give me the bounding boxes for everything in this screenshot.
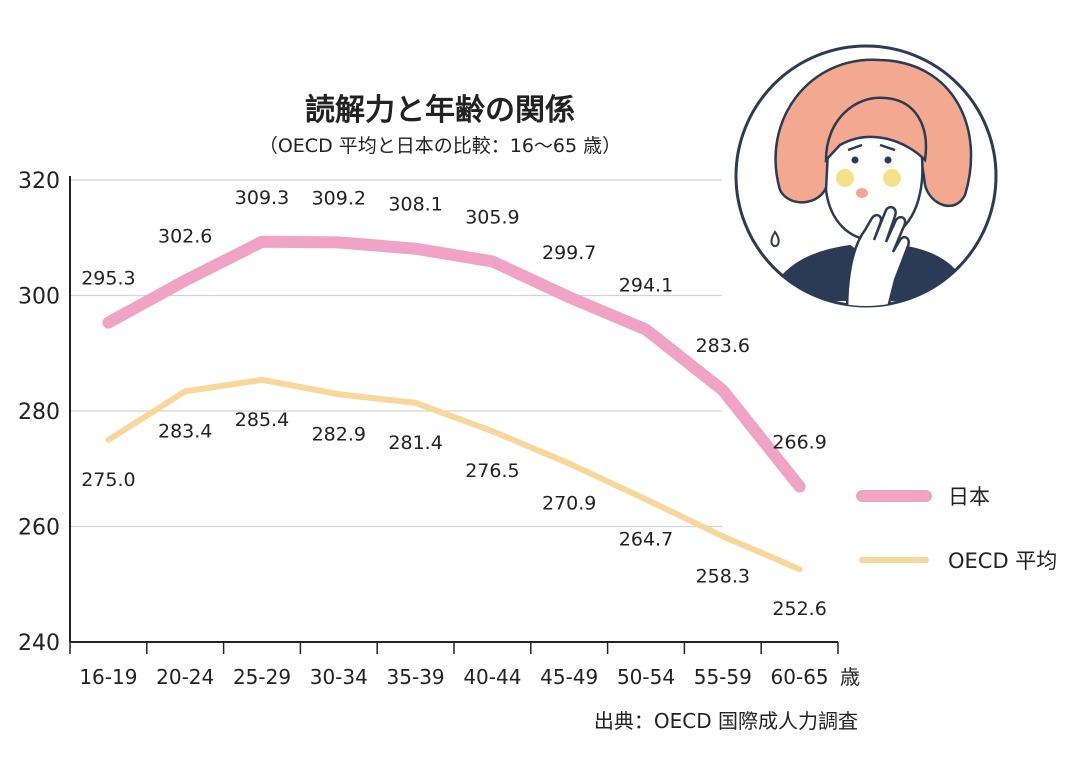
- series-line-japan: [102, 235, 806, 493]
- data-label-japan: 283.6: [696, 335, 750, 357]
- data-label-oecd: 258.3: [696, 565, 750, 587]
- data-label-japan: 308.1: [388, 194, 442, 216]
- x-tick-label: 50-54: [617, 665, 675, 689]
- x-tick-label: 35-39: [387, 665, 445, 689]
- series-lines: [102, 235, 806, 573]
- data-label-japan: 302.6: [158, 225, 212, 247]
- data-label-oecd: 285.4: [235, 409, 289, 431]
- data-label-oecd: 276.5: [465, 460, 519, 482]
- data-label-oecd: 252.6: [772, 598, 826, 620]
- data-label-japan: 295.3: [81, 268, 135, 290]
- x-tick-label: 20-24: [156, 665, 214, 689]
- chart-title: 読解力と年齢の関係: [305, 93, 575, 128]
- data-labels: 295.3 302.6 309.3 309.2 308.1 305.9 299.7 294.1…: [81, 187, 827, 620]
- data-label-oecd: 283.4: [158, 420, 212, 442]
- data-label-japan: 266.9: [772, 432, 826, 454]
- x-axis-unit: 歳: [840, 665, 860, 689]
- x-tick-label: 45-49: [540, 665, 598, 689]
- y-tick-label: 280: [18, 400, 60, 425]
- x-axis-ticks: 16-19 20-24 25-29 30-34 35-39 40-44 45-49 50-54…: [69, 642, 839, 689]
- data-label-oecd: 275.0: [81, 469, 135, 491]
- data-label-japan: 305.9: [465, 206, 519, 228]
- legend: 日本 OECD 平均: [856, 485, 1057, 573]
- data-label-oecd: 282.9: [312, 423, 366, 445]
- data-label-japan: 299.7: [542, 242, 596, 264]
- y-tick-label: 300: [18, 285, 60, 310]
- x-tick-label: 16-19: [79, 665, 137, 689]
- x-tick-label: 30-34: [310, 665, 368, 689]
- data-label-oecd: 281.4: [388, 432, 442, 454]
- data-label-oecd: 270.9: [542, 493, 596, 515]
- data-label-japan: 309.2: [312, 187, 366, 209]
- series-line-oecd: [105, 376, 803, 573]
- data-label-oecd: 264.7: [619, 528, 673, 550]
- y-tick-label: 260: [18, 516, 60, 541]
- y-axis-ticks: 240 260 280 300 320: [18, 169, 60, 656]
- hand-shape: [845, 205, 910, 306]
- x-tick-label: 55-59: [694, 665, 752, 689]
- x-tick-label: 40-44: [463, 665, 521, 689]
- chart-subtitle: （OECD 平均と日本の比較：16〜65 歳）: [259, 135, 621, 157]
- data-label-japan: 294.1: [619, 275, 673, 297]
- bangs-shape: [824, 96, 928, 164]
- source-note: 出典：OECD 国際成人力調査: [594, 709, 858, 733]
- y-tick-label: 240: [18, 631, 60, 656]
- data-label-japan: 309.3: [235, 187, 289, 209]
- x-tick-label: 60-65: [771, 665, 829, 689]
- worried-woman-illustration: [734, 44, 998, 308]
- legend-label-oecd: OECD 平均: [948, 549, 1057, 573]
- y-tick-label: 320: [18, 169, 60, 194]
- x-tick-label: 25-29: [233, 665, 291, 689]
- legend-label-japan: 日本: [948, 485, 990, 509]
